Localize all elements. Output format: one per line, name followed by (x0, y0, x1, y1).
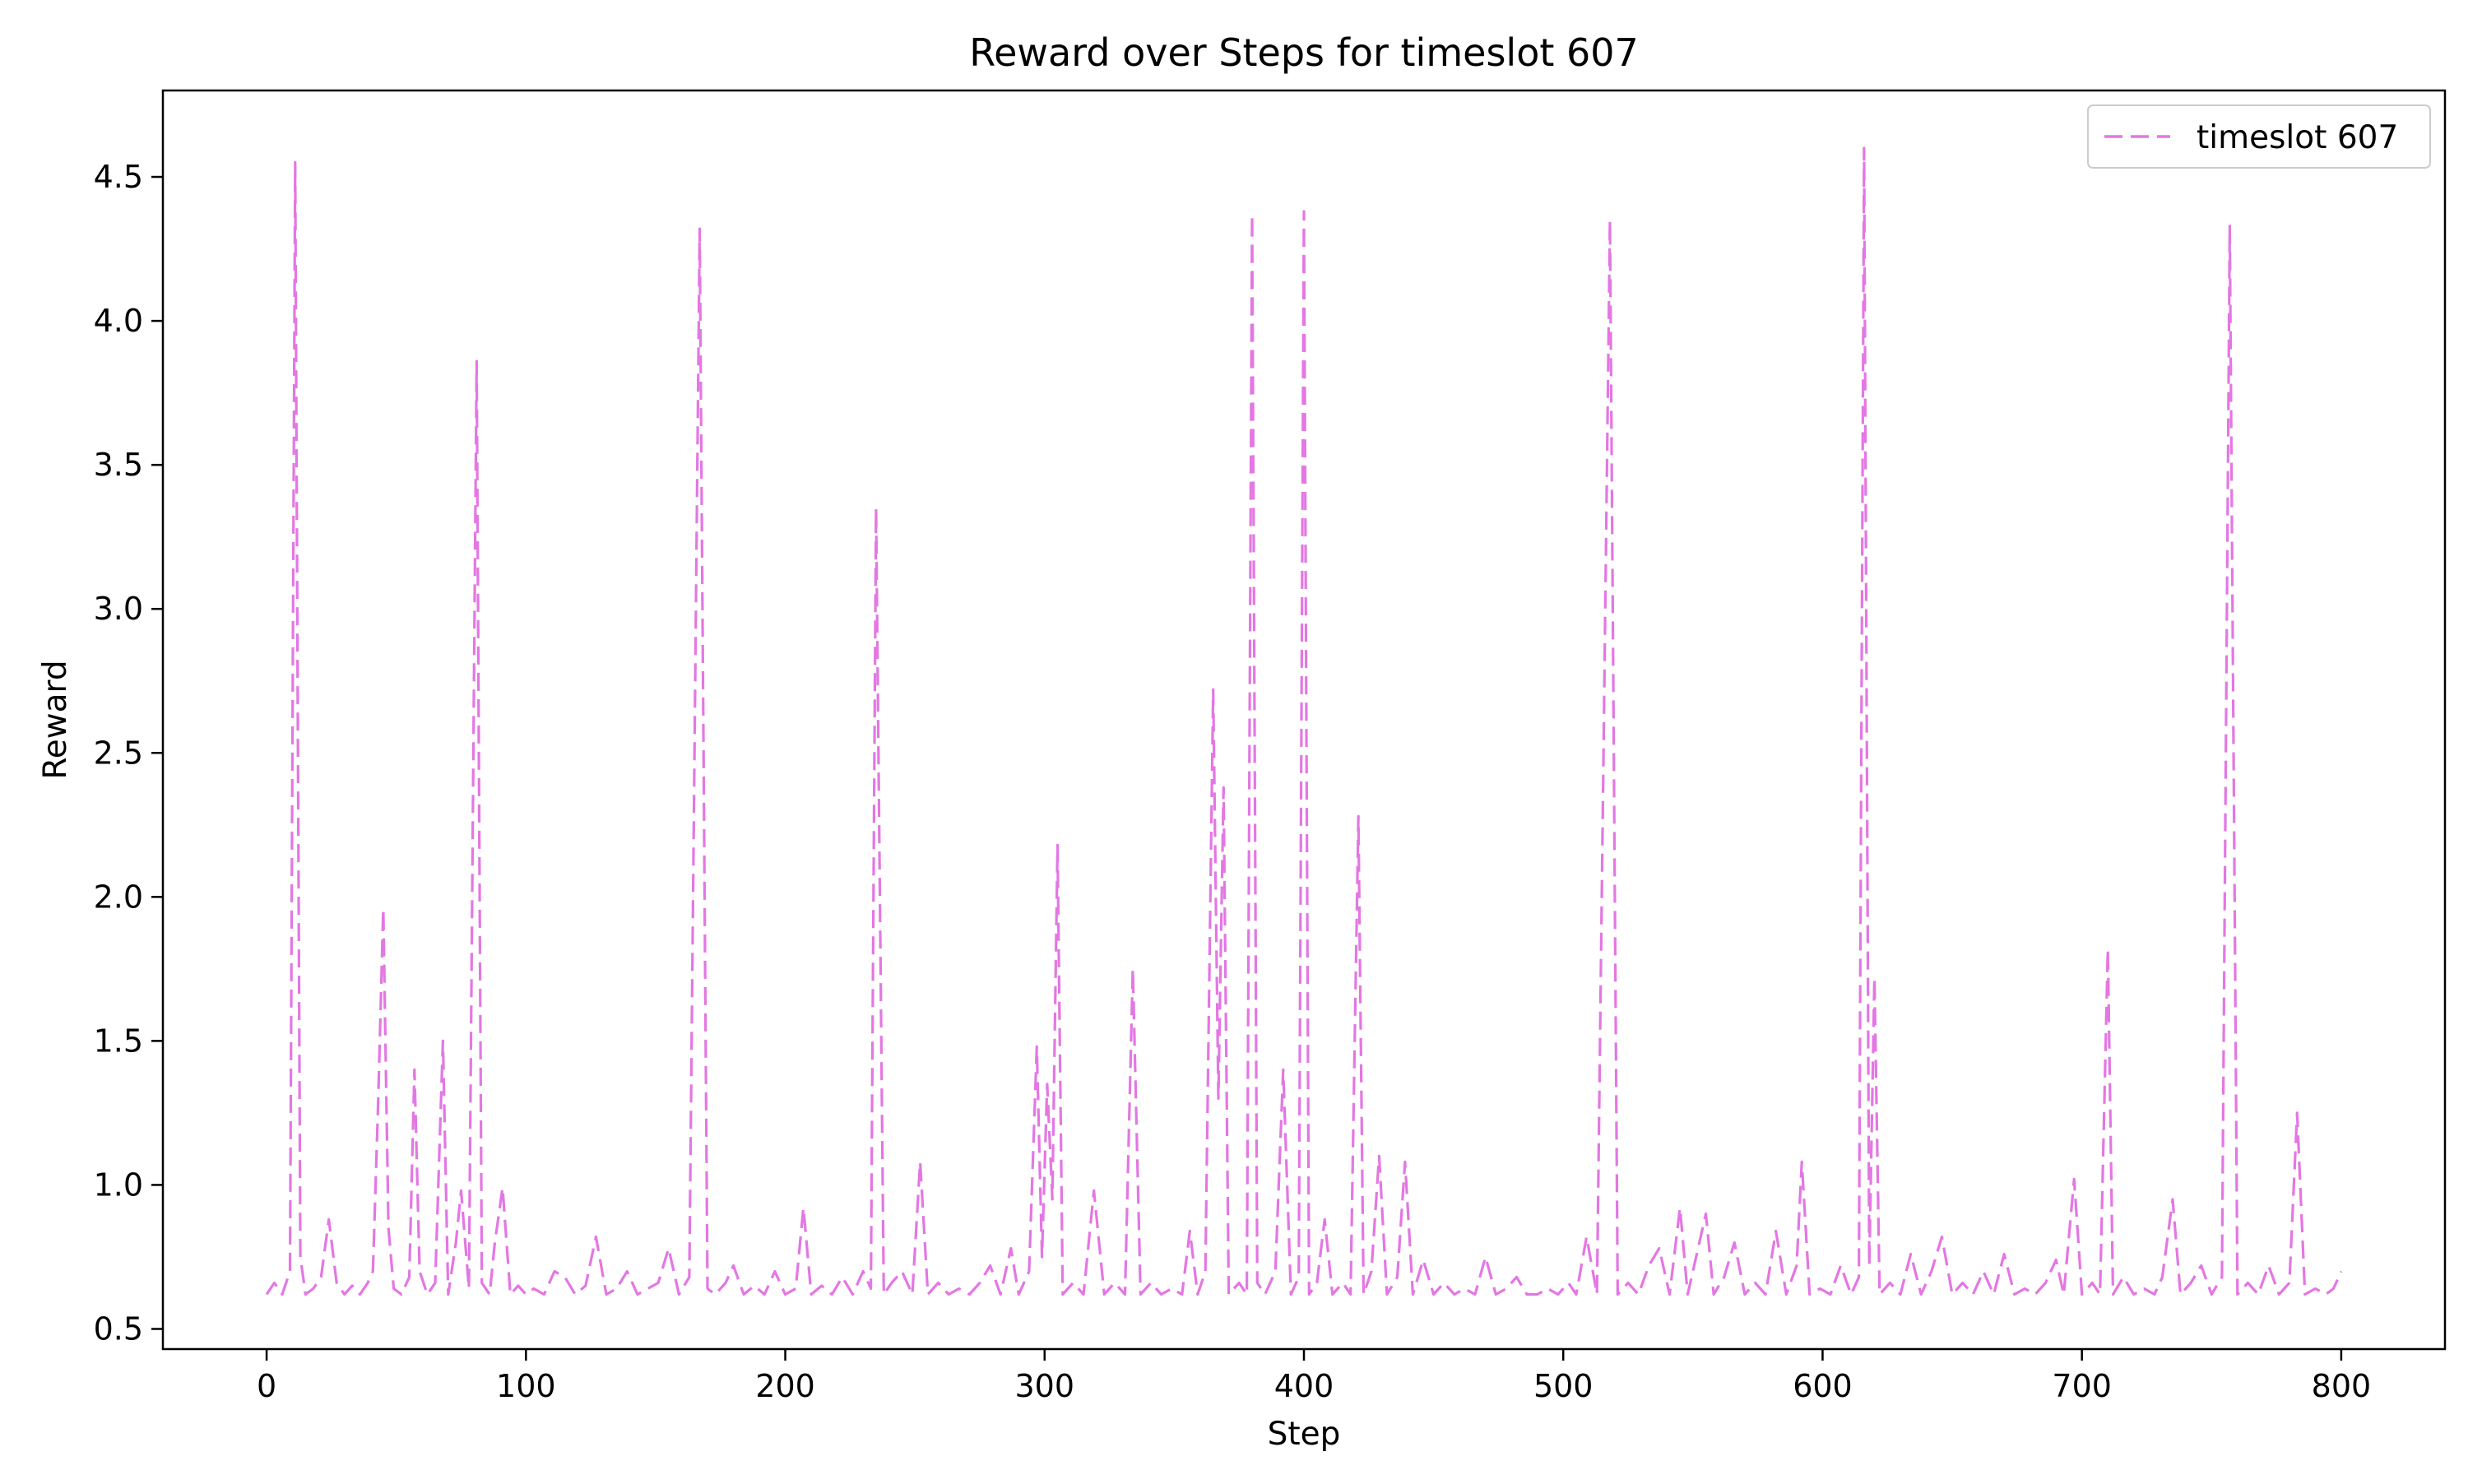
x-tick-label: 0 (257, 1368, 276, 1404)
x-tick-label: 300 (1015, 1368, 1075, 1404)
y-tick-label: 1.5 (94, 1023, 143, 1059)
y-tick-label: 2.5 (94, 735, 143, 771)
x-axis-label: Step (1268, 1416, 1341, 1453)
y-tick-label: 2.0 (94, 879, 143, 915)
chart-title: Reward over Steps for timeslot 607 (969, 30, 1639, 75)
legend: timeslot 607 (2088, 105, 2430, 168)
y-tick-label: 0.5 (94, 1310, 143, 1347)
x-tick-label: 800 (2312, 1368, 2372, 1404)
x-tick-label: 100 (496, 1368, 556, 1404)
x-tick-label: 500 (1533, 1368, 1594, 1404)
y-tick-label: 3.5 (94, 447, 143, 483)
x-tick-label: 700 (2052, 1368, 2112, 1404)
y-tick-label: 4.5 (94, 159, 143, 195)
y-tick-label: 4.0 (94, 303, 143, 339)
x-tick-label: 400 (1274, 1368, 1334, 1404)
legend-label: timeslot 607 (2197, 119, 2398, 156)
y-tick-label: 3.0 (94, 591, 143, 627)
y-tick-label: 1.0 (94, 1166, 143, 1203)
y-axis-label: Reward (37, 660, 74, 779)
x-tick-label: 600 (1793, 1368, 1853, 1404)
x-tick-label: 200 (755, 1368, 815, 1404)
